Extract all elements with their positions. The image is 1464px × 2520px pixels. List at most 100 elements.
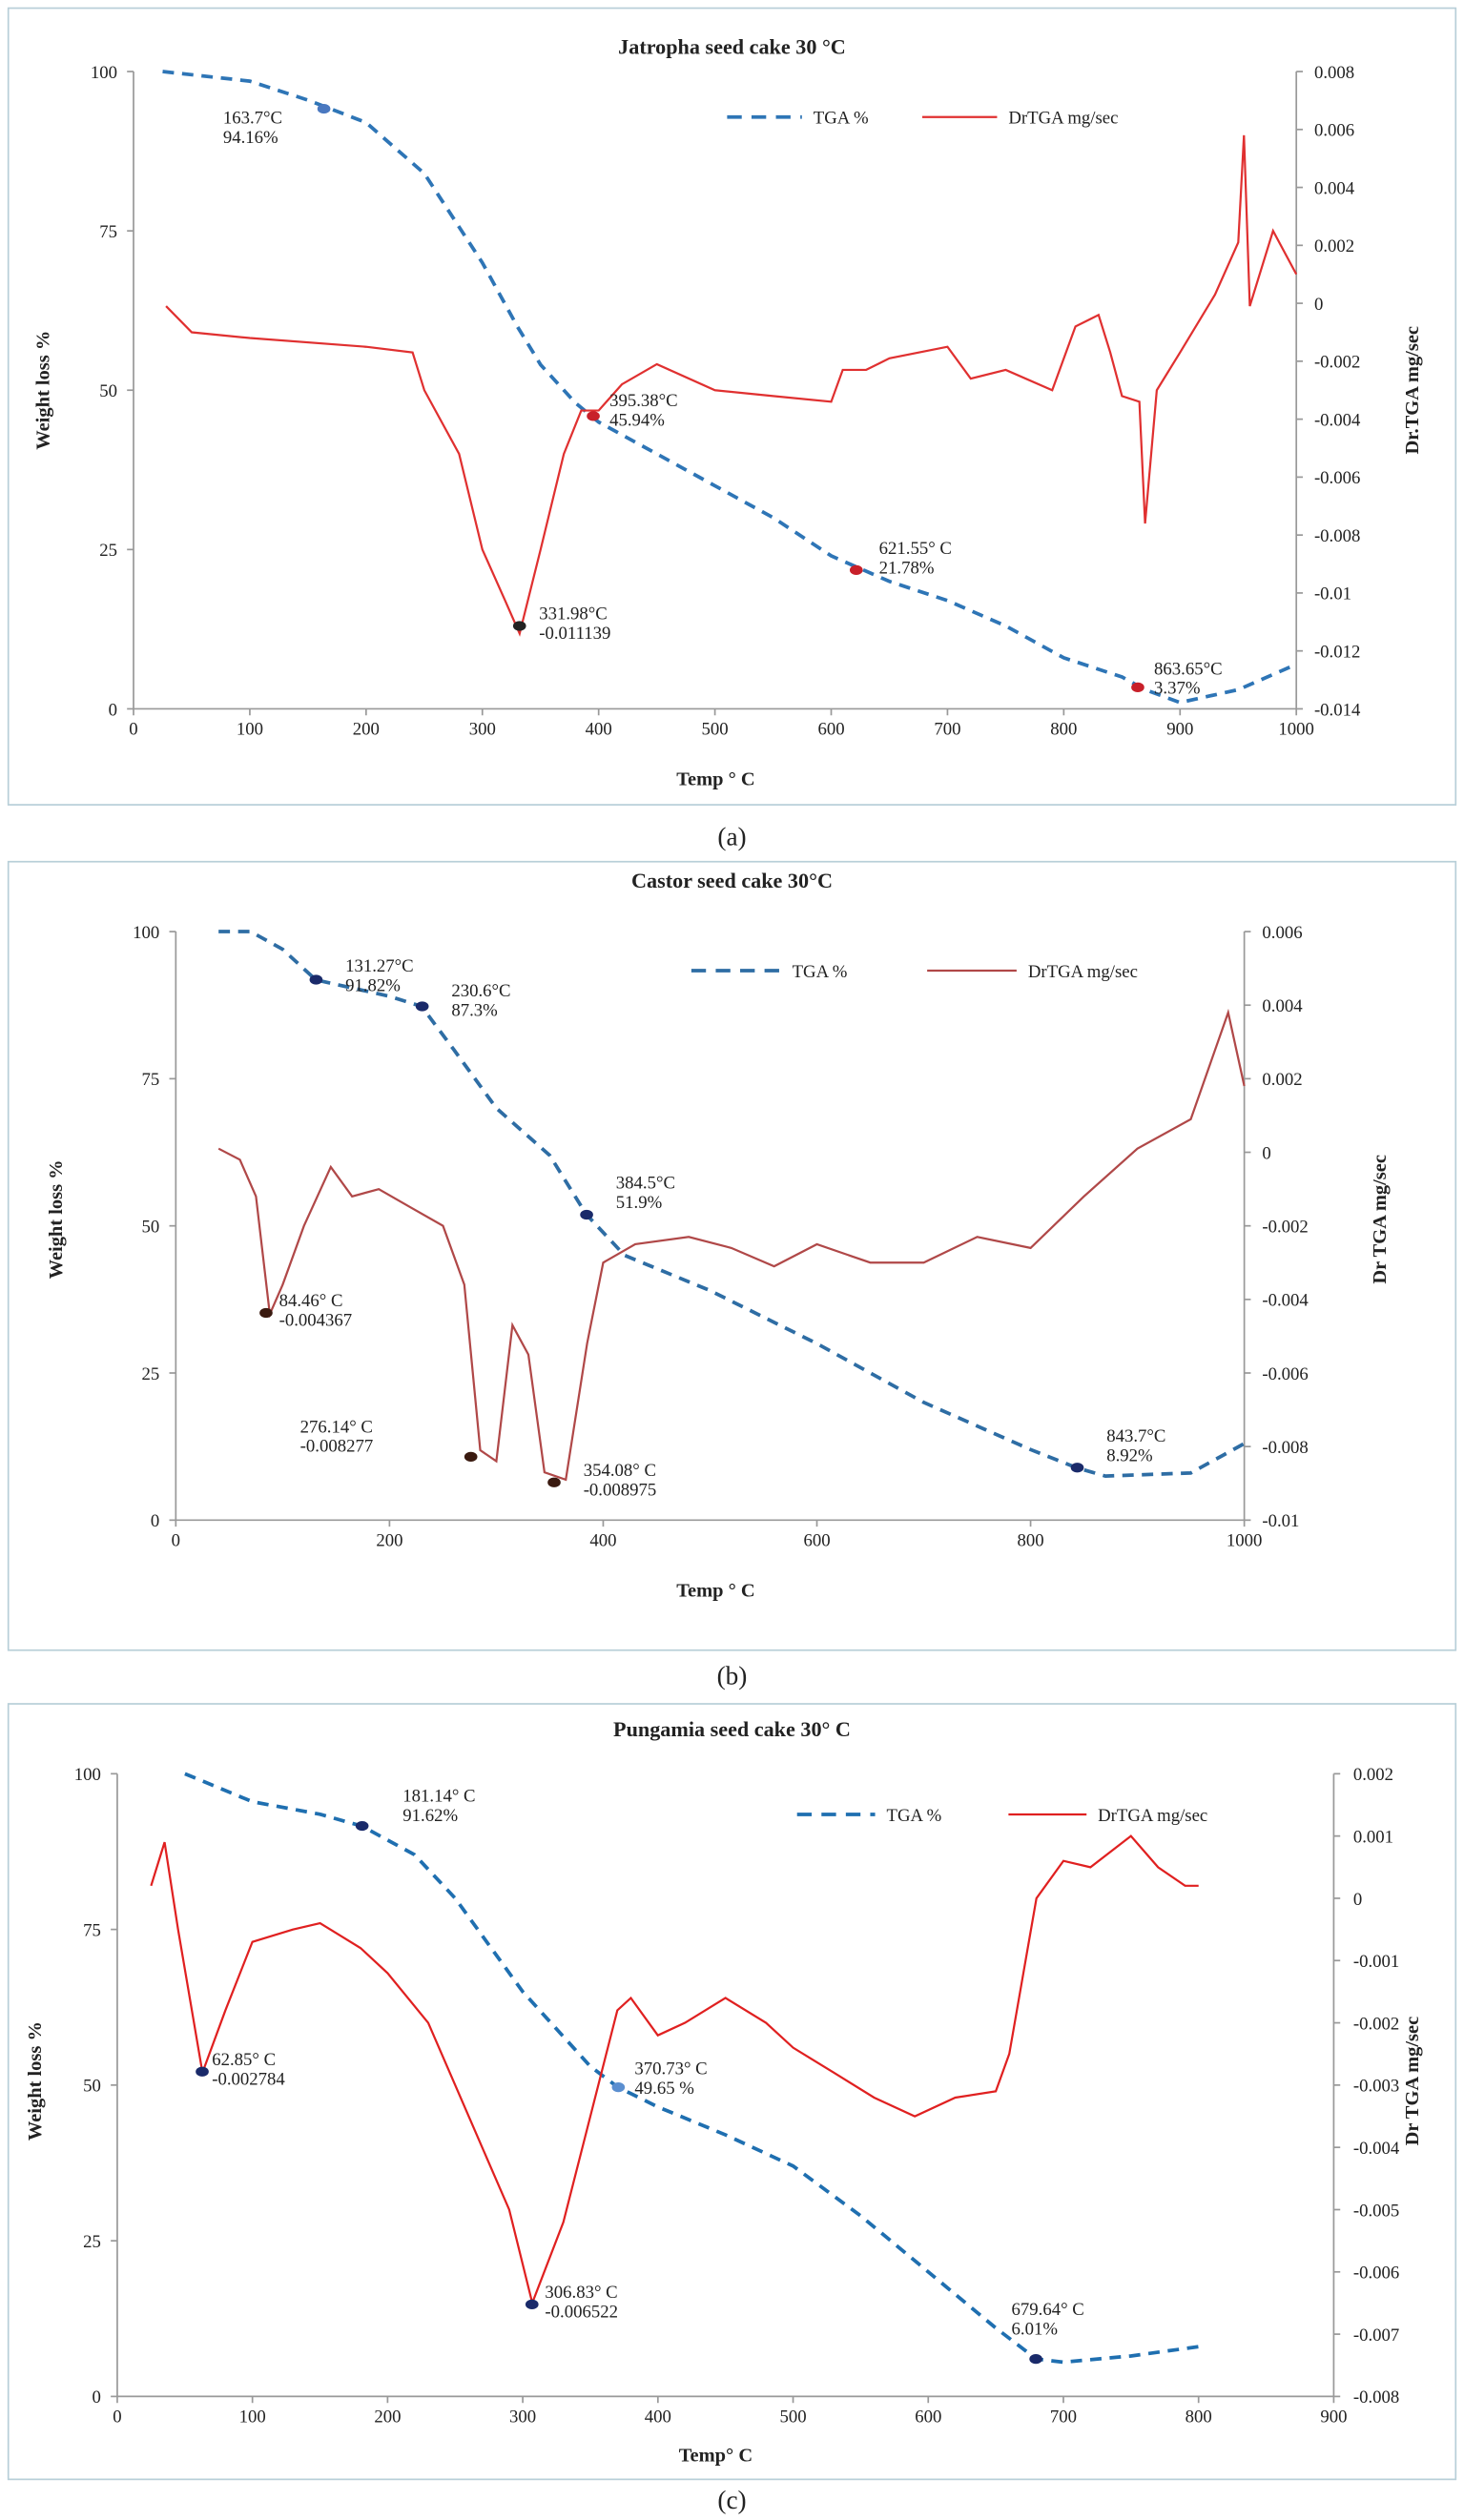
chart-title: Castor seed cake 30°C (631, 869, 833, 892)
y2-tick-label: -0.003 (1353, 2077, 1399, 2097)
x-tick-label: 400 (586, 720, 612, 740)
figure-caption: (a) (717, 823, 746, 851)
legend-label: DrTGA mg/sec (1098, 1806, 1207, 1826)
chart-frame (7, 1703, 1457, 2481)
y2-tick-label: 0.001 (1353, 1827, 1393, 1847)
x-axis-label: Temp° C (679, 2446, 753, 2467)
x-tick-label: 0 (172, 1531, 180, 1551)
annotation-label: 181.14° C (402, 1786, 475, 1806)
annotation-label: -0.002784 (212, 2069, 285, 2089)
chart-title: Jatropha seed cake 30 °C (618, 34, 846, 58)
annotation-marker (317, 103, 331, 114)
legend-label: TGA % (814, 109, 869, 129)
chart-title: Pungamia seed cake 30° C (613, 1717, 851, 1741)
y2-tick-label: 0.006 (1314, 121, 1354, 141)
annotation-label: 331.98°C (539, 604, 608, 625)
annotation-label: 370.73° C (634, 2059, 707, 2080)
x-tick-label: 900 (1166, 720, 1193, 740)
annotation-label: -0.008975 (584, 1480, 657, 1500)
y2-axis-label: Dr.TGA mg/sec (1402, 326, 1423, 454)
y2-tick-label: -0.001 (1353, 1952, 1399, 1972)
x-tick-label: 400 (589, 1531, 616, 1551)
annotation-label: 863.65°C (1154, 659, 1223, 679)
annotation-label: 91.82% (345, 975, 401, 995)
y2-tick-label: 0 (1314, 295, 1323, 315)
y2-tick-label: -0.01 (1262, 1511, 1299, 1531)
annotation-marker (547, 1477, 561, 1487)
x-tick-label: 0 (129, 720, 137, 740)
annotation-marker (525, 2299, 539, 2309)
y-tick-label: 25 (83, 2232, 101, 2252)
legend-label: DrTGA mg/sec (1028, 962, 1138, 982)
y-tick-label: 75 (99, 222, 117, 242)
x-tick-label: 500 (702, 720, 729, 740)
x-tick-label: 800 (1186, 2407, 1212, 2428)
annotation-marker (849, 564, 863, 575)
y2-tick-label: 0 (1353, 1890, 1362, 1910)
y-tick-label: 100 (91, 63, 117, 83)
x-tick-label: 100 (239, 2407, 266, 2428)
y-axis-label: Weight loss % (25, 2021, 46, 2141)
annotation-label: 51.9% (616, 1193, 662, 1213)
annotation-label: 62.85° C (212, 2050, 276, 2070)
x-tick-label: 600 (915, 2407, 941, 2428)
y2-tick-label: 0.002 (1262, 1070, 1302, 1090)
x-tick-label: 900 (1320, 2407, 1347, 2428)
annotation-label: 21.78% (879, 558, 935, 578)
y-tick-label: 75 (83, 1920, 101, 1940)
y2-tick-label: -0.006 (1353, 2264, 1399, 2284)
y2-tick-label: -0.007 (1353, 2325, 1399, 2346)
y2-tick-label: -0.004 (1262, 1291, 1309, 1311)
x-tick-label: 100 (237, 720, 263, 740)
y2-tick-label: 0.008 (1314, 63, 1354, 83)
annotation-label: 621.55° C (879, 539, 952, 559)
annotation-label: 843.7°C (1106, 1426, 1165, 1446)
y-tick-label: 0 (151, 1511, 159, 1531)
annotation-marker (580, 1209, 593, 1220)
y-tick-label: 75 (142, 1070, 160, 1090)
y2-tick-label: 0 (1262, 1143, 1270, 1163)
annotation-label: 94.16% (223, 128, 278, 148)
annotation-marker (512, 621, 526, 631)
y2-tick-label: 0.002 (1314, 236, 1354, 256)
y2-tick-label: -0.01 (1314, 584, 1351, 604)
annotation-label: -0.008277 (300, 1437, 374, 1457)
chart-frame (7, 860, 1457, 1651)
y-tick-label: 50 (99, 381, 117, 401)
y2-tick-label: 0.004 (1314, 178, 1355, 198)
annotation-label: 354.08° C (584, 1461, 656, 1481)
data-line (218, 930, 1246, 1479)
y2-tick-label: -0.008 (1262, 1438, 1308, 1458)
annotation-label: 84.46° C (279, 1291, 343, 1311)
y2-tick-label: 0.002 (1353, 1765, 1393, 1785)
annotation-label: 679.64° C (1012, 2300, 1084, 2320)
chart-frame (7, 7, 1457, 806)
legend-label: TGA % (886, 1806, 941, 1826)
annotation-label: 87.3% (451, 1001, 497, 1021)
x-tick-label: 400 (645, 2407, 671, 2428)
y2-tick-label: -0.014 (1314, 700, 1361, 720)
annotation-marker (309, 974, 323, 985)
annotation-marker (1131, 682, 1144, 693)
data-line (165, 134, 1298, 637)
annotation-marker (464, 1451, 478, 1462)
x-tick-label: 200 (374, 2407, 401, 2428)
data-line (150, 1834, 1199, 2307)
x-tick-label: 800 (1018, 1531, 1044, 1551)
y2-tick-label: -0.005 (1353, 2201, 1399, 2221)
y2-tick-label: -0.004 (1314, 410, 1361, 430)
x-tick-label: 200 (353, 720, 380, 740)
annotation-label: 8.92% (1106, 1445, 1152, 1465)
y-tick-label: 0 (109, 700, 117, 720)
x-tick-label: 1000 (1227, 1531, 1263, 1551)
data-line (217, 1008, 1246, 1482)
annotation-label: 230.6°C (451, 981, 510, 1001)
y2-tick-label: -0.002 (1262, 1218, 1308, 1238)
annotation-label: -0.006522 (545, 2303, 618, 2323)
y2-axis-label: Dr TGA mg/sec (1370, 1155, 1391, 1284)
annotation-marker (1029, 2354, 1042, 2365)
annotation-marker (1070, 1463, 1084, 1473)
x-tick-label: 700 (1050, 2407, 1077, 2428)
x-tick-label: 1000 (1278, 720, 1314, 740)
